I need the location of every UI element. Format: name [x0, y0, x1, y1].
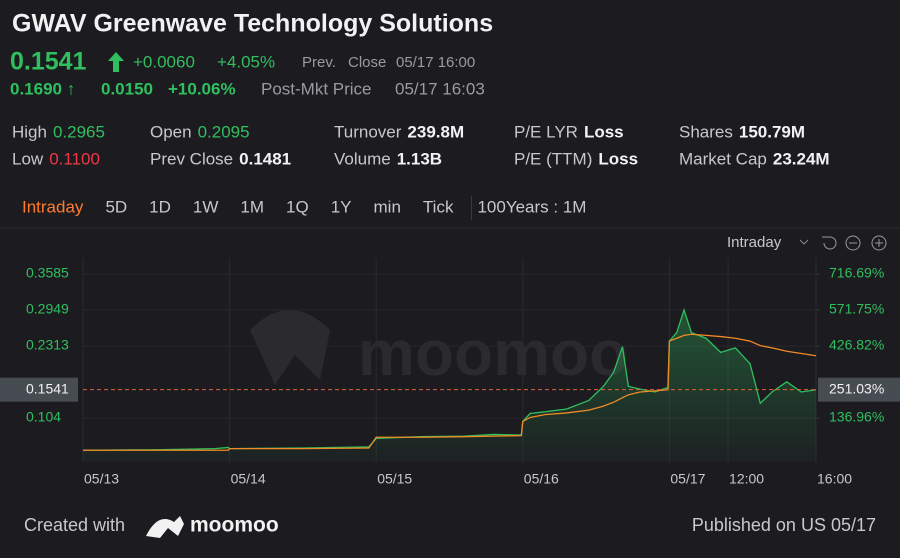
- tab[interactable]: Tick: [423, 197, 454, 216]
- prev-label: Prev.: [302, 54, 336, 71]
- stat-value: 150.79M: [739, 122, 805, 141]
- zoom-out-icon[interactable]: [845, 235, 861, 251]
- stat-value: 0.2095: [198, 122, 250, 141]
- tab[interactable]: min: [374, 197, 401, 216]
- x-tick-label: 05/15: [377, 471, 412, 487]
- tab[interactable]: 100Years : 1M: [477, 197, 586, 216]
- up-arrow: [108, 52, 124, 72]
- stat-label: Shares: [679, 122, 733, 141]
- zoom-in-icon-plus: [875, 239, 883, 247]
- x-tick-label: 05/14: [231, 471, 266, 487]
- average-line: [83, 333, 817, 451]
- footer-brand: moomoo: [190, 514, 279, 537]
- footer-created: Created with: [24, 515, 125, 535]
- change-pct: +4.05%: [217, 52, 275, 71]
- tab[interactable]: 1Y: [331, 197, 352, 216]
- y2-tick-label: 716.69%: [829, 265, 884, 281]
- x-tick-label: 16:00: [817, 471, 852, 487]
- last-price-pct-label: 251.03%: [829, 380, 884, 396]
- footer-logo: [146, 516, 184, 538]
- tab[interactable]: Intraday: [22, 197, 84, 216]
- y-tick-label: 0.2313: [26, 337, 69, 353]
- change: +0.0060: [133, 52, 195, 71]
- y-tick-label: 0.2949: [26, 301, 69, 317]
- stat-label: P/E LYR: [514, 122, 578, 141]
- y2-tick-label: 571.75%: [829, 301, 884, 317]
- stat-label: Market Cap: [679, 149, 767, 168]
- x-tick-label: 12:00: [729, 471, 764, 487]
- price-area: [83, 309, 816, 462]
- reset-icon[interactable]: [822, 236, 837, 250]
- close-time: 05/17 16:00: [396, 54, 475, 71]
- mode-selector[interactable]: Intraday: [727, 234, 782, 251]
- stat-label: Low: [12, 149, 44, 168]
- dropdown-icon[interactable]: [799, 239, 809, 245]
- stats: High 0.2965 Open 0.2095 Turnover 239.8M P/E LY…: [12, 122, 830, 168]
- watermark-logo: [250, 310, 330, 385]
- watermark: moomoo: [358, 317, 628, 389]
- post-price: 0.1690 ↑: [10, 79, 75, 98]
- stat-label: Prev Close: [150, 149, 233, 168]
- close-label: Close: [348, 54, 386, 71]
- post-change: 0.0150: [101, 79, 153, 98]
- post-time: 05/17 16:03: [395, 79, 485, 98]
- stat-value: 0.1481: [239, 149, 291, 168]
- stat-label: High: [12, 122, 47, 141]
- stat-value: 0.1100: [49, 149, 100, 168]
- zoom-in-icon[interactable]: [871, 235, 887, 251]
- tab[interactable]: 1D: [149, 197, 171, 216]
- plot: 0.3585 0.2949 0.2313 0.104 716.69% 571.75% 426…: [0, 258, 900, 487]
- tabs: Intraday 5D 1D 1W 1M 1Q 1Y min Tick 100Years : 1M: [22, 196, 586, 220]
- post-label: Post-Mkt Price: [261, 79, 372, 98]
- y2-tick-label: 136.96%: [829, 409, 884, 425]
- y-tick-label: 0.3585: [26, 265, 69, 281]
- x-tick-label: 05/17: [670, 471, 705, 487]
- stat-value: 239.8M: [407, 122, 464, 141]
- stat-value: Loss: [598, 149, 638, 168]
- stat-label: Open: [150, 122, 192, 141]
- stat-value: Loss: [584, 122, 624, 141]
- title: GWAV Greenwave Technology Solutions: [12, 10, 493, 38]
- stat-label: Turnover: [334, 122, 402, 141]
- y-tick-label: 0.104: [26, 409, 61, 425]
- last-price-band-right: [818, 377, 900, 402]
- stat-label: P/E (TTM): [514, 149, 592, 168]
- tab[interactable]: 1M: [240, 197, 264, 216]
- tab[interactable]: 1W: [193, 197, 219, 216]
- stat-value: 0.2965: [53, 122, 105, 141]
- price: 0.1541: [10, 48, 87, 76]
- x-tick-label: 05/13: [84, 471, 119, 487]
- last-price-label: 0.1541: [26, 380, 69, 396]
- tab[interactable]: 1Q: [286, 197, 309, 216]
- stat-value: 1.13B: [397, 149, 442, 168]
- stat-label: Volume: [334, 149, 391, 168]
- tab[interactable]: 5D: [105, 197, 127, 216]
- post-change-pct: +10.06%: [168, 79, 236, 98]
- x-tick-label: 05/16: [524, 471, 559, 487]
- last-price-band-left: [0, 377, 78, 402]
- y2-tick-label: 426.82%: [829, 337, 884, 353]
- stat-value: 23.24M: [773, 149, 830, 168]
- footer-published: Published on US 05/17: [692, 515, 876, 535]
